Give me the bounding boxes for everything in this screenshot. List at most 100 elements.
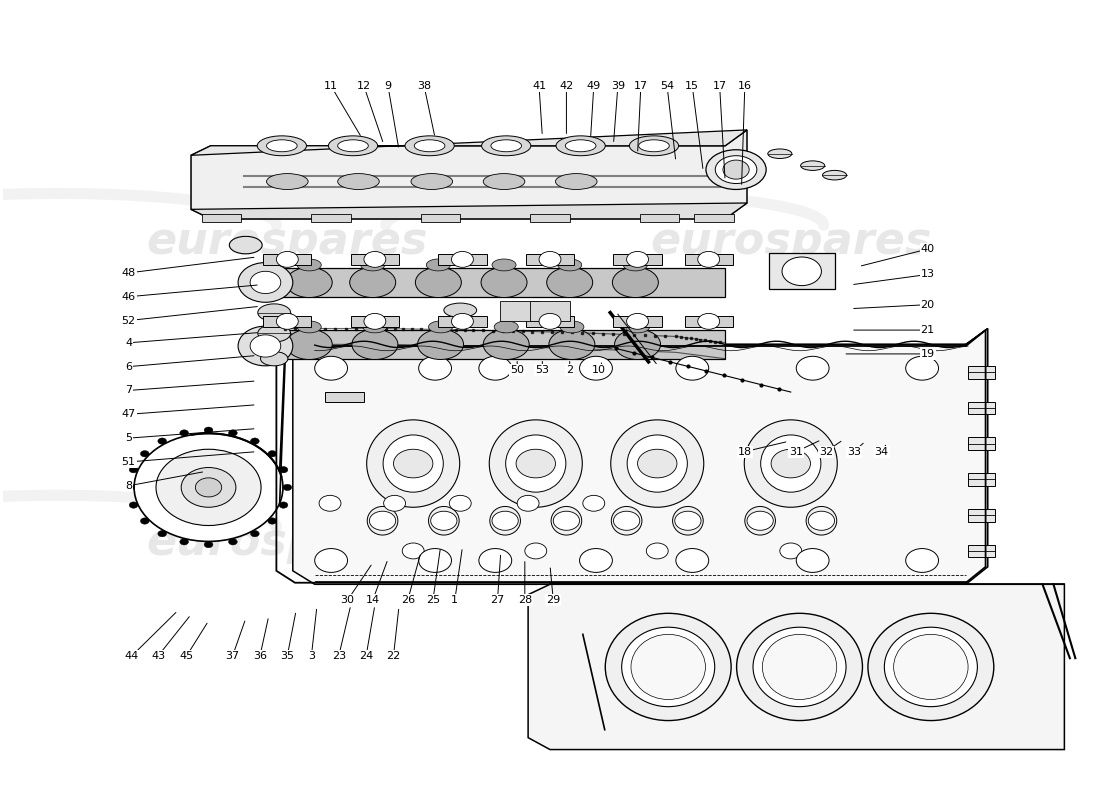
Text: 14: 14 (365, 595, 380, 605)
Ellipse shape (363, 321, 387, 333)
Ellipse shape (806, 506, 837, 535)
Ellipse shape (768, 149, 792, 158)
Text: 16: 16 (738, 81, 751, 91)
Circle shape (141, 518, 150, 524)
Text: 26: 26 (400, 595, 415, 605)
Text: 33: 33 (847, 446, 861, 457)
Circle shape (403, 543, 425, 559)
Circle shape (179, 430, 188, 436)
Text: 13: 13 (921, 270, 935, 279)
Ellipse shape (494, 321, 518, 333)
Ellipse shape (621, 627, 715, 706)
Circle shape (182, 467, 235, 507)
Circle shape (251, 438, 260, 444)
Ellipse shape (612, 506, 642, 535)
Circle shape (283, 484, 292, 490)
Text: 20: 20 (921, 300, 935, 310)
Ellipse shape (823, 170, 847, 180)
Text: eurospares: eurospares (650, 220, 932, 262)
Text: 37: 37 (226, 651, 240, 661)
Ellipse shape (361, 259, 385, 271)
Polygon shape (614, 316, 661, 327)
Ellipse shape (610, 420, 704, 507)
Ellipse shape (482, 136, 531, 156)
Ellipse shape (418, 330, 463, 359)
Polygon shape (684, 254, 733, 265)
Circle shape (553, 511, 580, 530)
Text: 17: 17 (713, 81, 727, 91)
Ellipse shape (257, 136, 307, 156)
Polygon shape (439, 254, 486, 265)
Circle shape (196, 478, 222, 497)
Circle shape (478, 356, 512, 380)
Polygon shape (530, 302, 570, 321)
Text: 43: 43 (151, 651, 165, 661)
Polygon shape (499, 302, 539, 321)
Ellipse shape (338, 140, 368, 152)
Circle shape (747, 511, 773, 530)
Ellipse shape (297, 321, 321, 333)
Text: 42: 42 (559, 81, 573, 91)
Circle shape (394, 450, 433, 478)
Bar (530, 214, 570, 222)
Circle shape (268, 450, 277, 457)
Circle shape (384, 495, 406, 511)
Bar (694, 214, 734, 222)
Ellipse shape (893, 634, 968, 699)
Circle shape (276, 314, 298, 330)
Ellipse shape (629, 136, 679, 156)
Polygon shape (351, 316, 399, 327)
Text: 12: 12 (356, 81, 371, 91)
Polygon shape (526, 316, 574, 327)
Text: 18: 18 (738, 446, 752, 457)
Circle shape (157, 438, 166, 444)
Circle shape (364, 314, 386, 330)
Ellipse shape (352, 330, 398, 359)
Circle shape (905, 356, 938, 380)
Text: 48: 48 (121, 268, 135, 278)
Circle shape (229, 538, 238, 545)
Circle shape (492, 511, 518, 530)
Bar (311, 214, 351, 222)
Ellipse shape (506, 435, 565, 492)
Circle shape (250, 271, 280, 294)
Ellipse shape (737, 614, 862, 721)
Polygon shape (684, 316, 733, 327)
Circle shape (319, 495, 341, 511)
Bar (202, 214, 241, 222)
Text: 45: 45 (179, 651, 194, 661)
Ellipse shape (286, 267, 332, 298)
Bar (968, 545, 996, 558)
Ellipse shape (415, 140, 444, 152)
Circle shape (451, 314, 473, 330)
Ellipse shape (745, 420, 837, 507)
Text: 53: 53 (536, 365, 549, 375)
Circle shape (157, 530, 166, 537)
Text: 28: 28 (518, 595, 532, 605)
Text: 30: 30 (341, 595, 354, 605)
Text: 17: 17 (634, 81, 648, 91)
Text: 38: 38 (417, 81, 431, 91)
Circle shape (238, 326, 293, 366)
Text: 47: 47 (121, 410, 135, 419)
Ellipse shape (613, 267, 658, 298)
Circle shape (796, 549, 829, 572)
Bar (968, 438, 996, 450)
Circle shape (796, 356, 829, 380)
Text: 39: 39 (610, 81, 625, 91)
Ellipse shape (329, 136, 377, 156)
Circle shape (268, 518, 277, 524)
Ellipse shape (631, 634, 705, 699)
Polygon shape (439, 316, 486, 327)
Circle shape (697, 314, 719, 330)
Circle shape (627, 251, 649, 267)
Circle shape (451, 251, 473, 267)
Ellipse shape (549, 330, 595, 359)
Circle shape (134, 434, 283, 542)
Circle shape (276, 251, 298, 267)
Bar (968, 473, 996, 486)
Text: 27: 27 (491, 595, 505, 605)
Text: eurospares: eurospares (146, 220, 428, 262)
Text: 49: 49 (586, 81, 601, 91)
Ellipse shape (257, 304, 290, 322)
